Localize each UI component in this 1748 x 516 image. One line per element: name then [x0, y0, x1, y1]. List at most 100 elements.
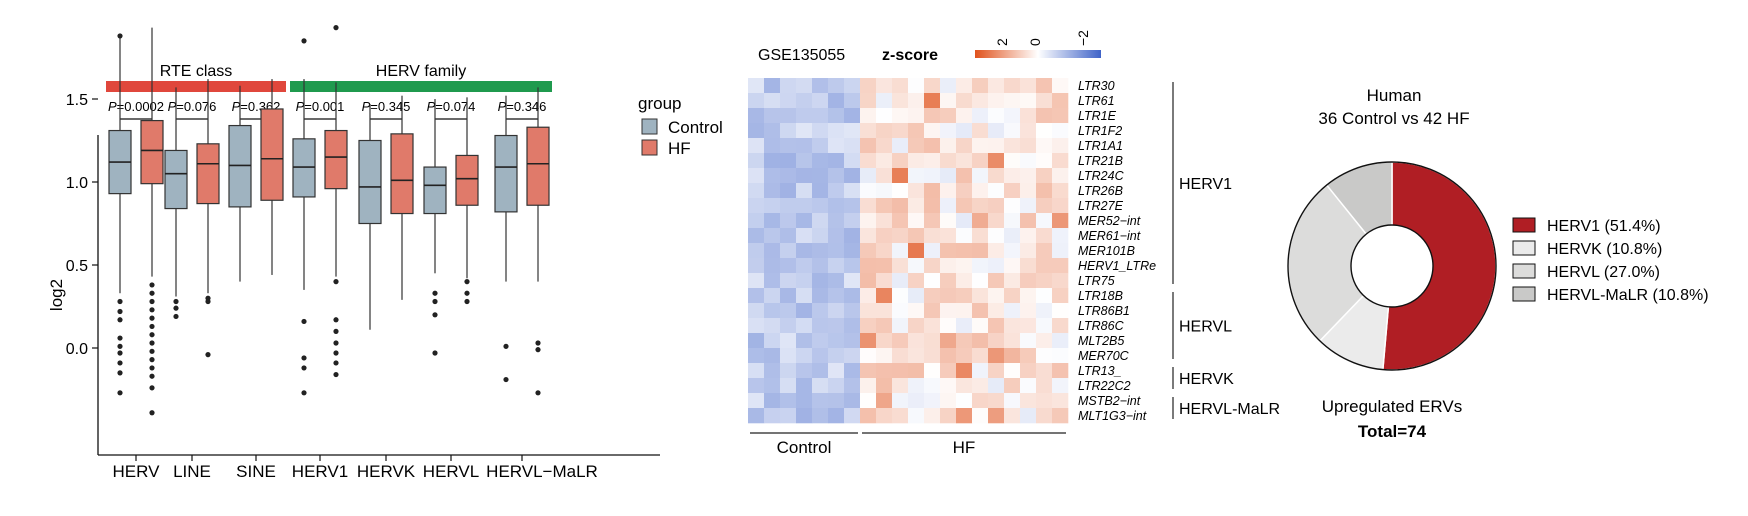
y-tick-label: 1.0	[66, 175, 88, 192]
box-body	[494, 134, 518, 213]
heatmap-cell	[764, 393, 781, 409]
heatmap-cell	[812, 228, 829, 244]
heatmap-cell	[940, 243, 957, 259]
heatmap-cell	[956, 138, 973, 154]
heatmap-cell	[780, 228, 797, 244]
heatmap-cell	[1004, 408, 1021, 424]
heatmap-cell	[940, 153, 957, 169]
heatmap-cell	[972, 378, 989, 394]
heatmap-cell	[1036, 93, 1053, 109]
heatmap-cell	[764, 213, 781, 229]
heatmap-cell	[780, 408, 797, 424]
heatmap-cell	[892, 153, 909, 169]
outlier-point	[117, 390, 123, 396]
heatmap-cell	[940, 138, 957, 154]
heatmap-cell	[828, 213, 845, 229]
box-body	[260, 108, 284, 201]
outlier-point	[301, 355, 307, 361]
heatmap-cell	[812, 288, 829, 304]
heatmap-row-label: LTR75	[1078, 274, 1115, 288]
box-control-herv1	[292, 38, 316, 396]
heatmap-cell	[940, 288, 957, 304]
heatmap-cell	[1020, 243, 1037, 259]
heatmap-row-label: LTR27E	[1078, 199, 1124, 213]
heatmap-cell	[956, 123, 973, 139]
heatmap-cell	[1004, 228, 1021, 244]
heatmap-cell	[1004, 153, 1021, 169]
heatmap-cell	[796, 228, 813, 244]
heatmap-cell	[908, 363, 925, 379]
heatmap-cell	[956, 183, 973, 199]
heatmap-row-label: LTR13_	[1078, 364, 1122, 378]
heatmap-cell	[812, 243, 829, 259]
heatmap-cell	[924, 258, 941, 274]
p-value-label: P=0.076	[168, 99, 217, 114]
heatmap-cell	[924, 183, 941, 199]
heatmap-cell	[828, 318, 845, 334]
heatmap-cell	[796, 93, 813, 109]
outlier-point	[117, 360, 123, 366]
heatmap-cell	[908, 408, 925, 424]
heatmap-cell	[876, 378, 893, 394]
heatmap-cell	[892, 123, 909, 139]
heatmap-cell	[956, 198, 973, 214]
heatmap-cell	[908, 183, 925, 199]
heatmap-cell	[1004, 318, 1021, 334]
heatmap-cell	[764, 258, 781, 274]
heatmap-cell	[796, 273, 813, 289]
heatmap-cell	[1004, 213, 1021, 229]
heatmap-cell	[844, 78, 861, 94]
heatmap-cell	[940, 183, 957, 199]
heatmap-cell	[972, 273, 989, 289]
heatmap-cell	[1020, 333, 1037, 349]
heatmap-cell	[1020, 318, 1037, 334]
heatmap-cell	[796, 258, 813, 274]
outlier-point	[432, 298, 438, 305]
heatmap-row-label: LTR21B	[1078, 154, 1123, 168]
heatmap-cell	[988, 378, 1005, 394]
heatmap-cell	[908, 138, 925, 154]
heatmap-cell	[892, 108, 909, 124]
p-value-label: P=0.0002	[108, 99, 164, 114]
heatmap-cell	[956, 318, 973, 334]
heatmap-cell	[876, 258, 893, 274]
heatmap-cell	[988, 333, 1005, 349]
heatmap-cell	[764, 93, 781, 109]
heatmap-cell	[1052, 348, 1069, 364]
heatmap-cell	[924, 363, 941, 379]
heatmap-cell	[860, 138, 877, 154]
heatmap-cell	[844, 228, 861, 244]
heatmap-cell	[796, 153, 813, 169]
heatmap-cell	[796, 168, 813, 184]
heatmap-cell	[924, 243, 941, 259]
heatmap-cell	[860, 363, 877, 379]
heatmap-cell	[1036, 78, 1053, 94]
group-header-label: HERV family	[376, 63, 466, 80]
scale-tick-2: 2	[994, 38, 1010, 46]
heatmap-cell	[844, 258, 861, 274]
heatmap-cell	[780, 378, 797, 394]
heatmap-cell	[748, 183, 765, 199]
heatmap-cell	[940, 408, 957, 424]
heatmap-cell	[940, 318, 957, 334]
boxplot-panel: log2 0.0 0.5 1.0 1.5 HERV LINE SINE HERV1 HERVK…	[47, 25, 723, 481]
heatmap-cell	[844, 213, 861, 229]
heatmap-cell	[1036, 303, 1053, 319]
outlier-point	[149, 373, 155, 379]
heatmap-cell	[908, 333, 925, 349]
box-body	[455, 154, 479, 206]
heatmap-cell	[748, 273, 765, 289]
heatmap-cell	[908, 213, 925, 229]
heatmap-cell	[1036, 108, 1053, 124]
boxplot-legend: group Control HF	[638, 94, 723, 158]
heatmap-cell	[780, 168, 797, 184]
heatmap-cell	[892, 243, 909, 259]
heatmap-cell	[1020, 408, 1037, 424]
legend-label-hf: HF	[668, 139, 691, 158]
heatmap-cell	[748, 288, 765, 304]
heatmap-cell	[876, 183, 893, 199]
heatmap-cell	[988, 153, 1005, 169]
outlier-point	[333, 360, 339, 366]
heatmap-cell	[828, 348, 845, 364]
heatmap-cell	[812, 258, 829, 274]
